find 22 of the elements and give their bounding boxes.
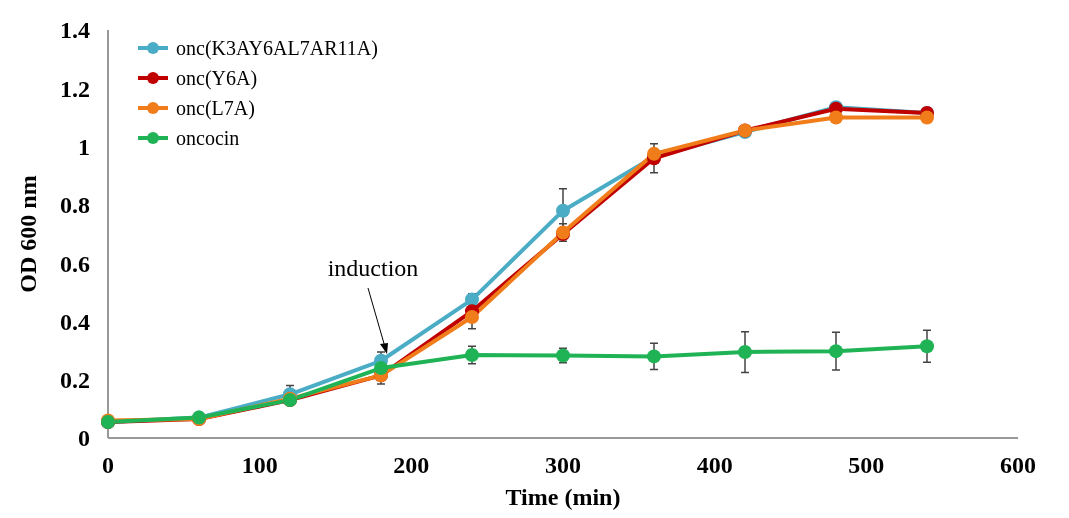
legend-label: oncocin: [176, 127, 240, 149]
x-tick-label: 400: [696, 452, 733, 478]
y-axis-title: OD 600 nm: [15, 175, 41, 293]
legend-label: onc(Y6A): [176, 67, 258, 90]
x-tick-label: 0: [102, 452, 114, 478]
x-tick-label: 300: [545, 452, 581, 478]
y-tick-label: 0.2: [60, 367, 90, 394]
legend-label: onc(K3AY6AL7AR11A): [176, 37, 378, 60]
y-tick-label: 0: [78, 425, 90, 452]
y-tick-label: 0.6: [60, 250, 90, 277]
y-tick-label: 1.4: [60, 17, 90, 44]
y-tick-label: 0.4: [60, 308, 90, 335]
y-tick-label: 0.8: [60, 192, 90, 219]
x-tick-label: 200: [393, 452, 430, 478]
x-tick-label: 600: [1000, 452, 1036, 478]
annotation: induction: [327, 255, 419, 281]
legend-label: onc(L7A): [176, 97, 255, 120]
x-axis-title: Time (min): [505, 484, 621, 510]
x-tick-label: 100: [241, 452, 278, 478]
y-tick-label: 1: [78, 133, 90, 160]
y-tick-label: 1.2: [60, 75, 90, 102]
x-tick-label: 500: [848, 452, 885, 478]
